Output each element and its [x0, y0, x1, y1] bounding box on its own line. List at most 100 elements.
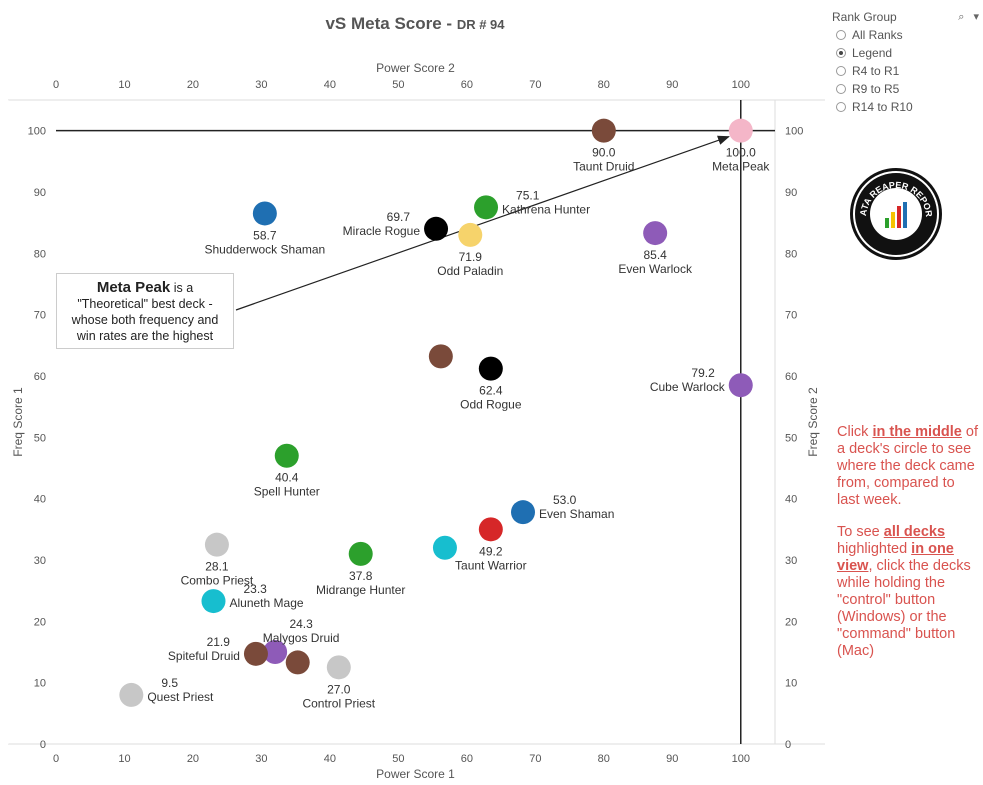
filter-option-label: R4 to R1: [852, 64, 900, 78]
filter-tools-icon[interactable]: ⌕ ▾: [958, 11, 982, 23]
deck-point[interactable]: [458, 222, 483, 247]
deck-point[interactable]: [204, 532, 229, 557]
filter-option-legend[interactable]: Legend: [832, 44, 982, 62]
deck-point[interactable]: [511, 500, 536, 525]
deck-value-label: 85.4: [643, 248, 667, 262]
deck-name-label: Shudderwock Shaman: [204, 242, 325, 256]
x-bottom-tick-label: 100: [732, 753, 750, 765]
deck-point[interactable]: [432, 535, 457, 560]
deck-point[interactable]: [274, 443, 299, 468]
x-bottom-tick-label: 50: [392, 753, 404, 765]
callout-text-1: is a: [170, 281, 194, 295]
deck-point[interactable]: [428, 344, 453, 369]
radio-selected-icon[interactable]: [836, 48, 846, 58]
deck-value-label: 21.9: [207, 635, 231, 649]
deck-point[interactable]: [348, 541, 373, 566]
y-left-tick-label: 10: [34, 678, 46, 690]
filter-option-r9-r5[interactable]: R9 to R5: [832, 80, 982, 98]
instructions-note: Click in the middle of a deck's circle t…: [837, 424, 981, 675]
filter-option-label: R14 to R10: [852, 100, 913, 114]
deck-point[interactable]: [478, 517, 503, 542]
deck-value-label: 90.0: [592, 146, 616, 160]
deck-point[interactable]: [243, 641, 268, 666]
x-bottom-tick-label: 0: [53, 753, 59, 765]
y-right-tick-label: 40: [785, 494, 797, 506]
y-left-tick-label: 0: [40, 739, 46, 751]
note-paragraph-1: Click in the middle of a deck's circle t…: [837, 424, 981, 509]
x-bottom-tick-label: 30: [255, 753, 267, 765]
deck-value-label: 79.2: [691, 366, 715, 380]
filter-option-r14-r10[interactable]: R14 to R10: [832, 98, 982, 116]
y-right-tick-label: 100: [785, 126, 803, 138]
deck-point[interactable]: [424, 216, 449, 241]
radio-icon[interactable]: [836, 30, 846, 40]
deck-name-label: Odd Paladin: [437, 264, 503, 278]
filter-option-label: R9 to R5: [852, 82, 900, 96]
note-emphasis: in one view: [837, 541, 954, 574]
deck-point[interactable]: [474, 195, 499, 220]
deck-name-label: Odd Rogue: [460, 398, 522, 412]
filter-option-all-ranks[interactable]: All Ranks: [832, 26, 982, 44]
note-emphasis: in the middle: [872, 424, 962, 440]
note-emphasis: all decks: [883, 524, 946, 540]
note-text: To see: [837, 524, 884, 540]
deck-point[interactable]: [263, 640, 288, 664]
deck-name-label: Even Shaman: [539, 507, 614, 521]
deck-name-label: Taunt Druid: [573, 160, 634, 174]
data-reaper-report-logo: DATA REAPER REPORT: [848, 166, 942, 260]
filter-option-r4-r1[interactable]: R4 to R1: [832, 62, 982, 80]
callout-bold: Meta Peak: [96, 279, 171, 296]
note-text: of a deck's circle to see where the deck…: [837, 424, 978, 508]
deck-point[interactable]: [728, 373, 753, 398]
filter-option-label: All Ranks: [852, 28, 903, 42]
deck-name-label: Kathrena Hunter: [502, 202, 590, 216]
rank-group-filter: Rank Group ⌕ ▾ All Ranks Legend R4 to R1…: [832, 8, 982, 116]
y-right-tick-label: 60: [785, 371, 797, 383]
chart-title: vS Meta Score - DR # 94: [325, 14, 505, 33]
meta-peak-callout: Meta Peak is a "Theoretical" best deck -…: [56, 273, 234, 349]
deck-point[interactable]: [478, 356, 503, 381]
x-top-axis-title: Power Score 2: [376, 61, 455, 75]
deck-name-label: Even Warlock: [618, 262, 693, 276]
y-left-tick-label: 100: [28, 126, 46, 138]
deck-point[interactable]: [201, 589, 226, 614]
y-left-tick-label: 90: [34, 187, 46, 199]
y-right-tick-label: 30: [785, 555, 797, 567]
deck-name-label: Control Priest: [302, 696, 375, 710]
deck-value-label: 62.4: [479, 384, 503, 398]
deck-name-label: Cube Warlock: [650, 380, 726, 394]
deck-value-label: 69.7: [387, 210, 411, 224]
radio-icon[interactable]: [836, 66, 846, 76]
deck-name-label: Spell Hunter: [254, 485, 320, 499]
chart-title-sub: DR # 94: [456, 17, 505, 32]
deck-point[interactable]: [326, 655, 351, 680]
radio-icon[interactable]: [836, 84, 846, 94]
deck-value-label: 28.1: [205, 560, 229, 574]
note-text: , click the decks while holding the "con…: [837, 558, 971, 659]
deck-point[interactable]: [252, 201, 277, 226]
deck-value-label: 37.8: [349, 569, 373, 583]
deck-point[interactable]: [119, 682, 144, 707]
deck-point[interactable]: [591, 118, 616, 143]
deck-value-label: 75.1: [516, 188, 540, 202]
deck-value-label: 23.3: [243, 582, 267, 596]
deck-name-label: Meta Peak: [712, 160, 770, 174]
deck-value-label: 100.0: [726, 146, 756, 160]
deck-value-label: 40.4: [275, 471, 299, 485]
y-right-tick-label: 0: [785, 739, 791, 751]
x-top-tick-label: 50: [392, 79, 404, 91]
deck-value-label: 27.0: [327, 682, 351, 696]
note-paragraph-2: To see all decks highlighted in one view…: [837, 524, 981, 660]
deck-name-label: Combo Priest: [181, 574, 254, 588]
x-bottom-tick-label: 60: [461, 753, 473, 765]
x-top-tick-label: 0: [53, 79, 59, 91]
deck-point[interactable]: [643, 221, 668, 246]
deck-point[interactable]: [728, 118, 753, 143]
radio-icon[interactable]: [836, 102, 846, 112]
y-right-tick-label: 50: [785, 432, 797, 444]
deck-point[interactable]: [285, 650, 310, 675]
deck-value-label: 53.0: [553, 493, 577, 507]
callout-text-4: win rates are the highest: [76, 329, 214, 343]
x-bottom-tick-label: 80: [598, 753, 610, 765]
x-bottom-tick-label: 40: [324, 753, 336, 765]
